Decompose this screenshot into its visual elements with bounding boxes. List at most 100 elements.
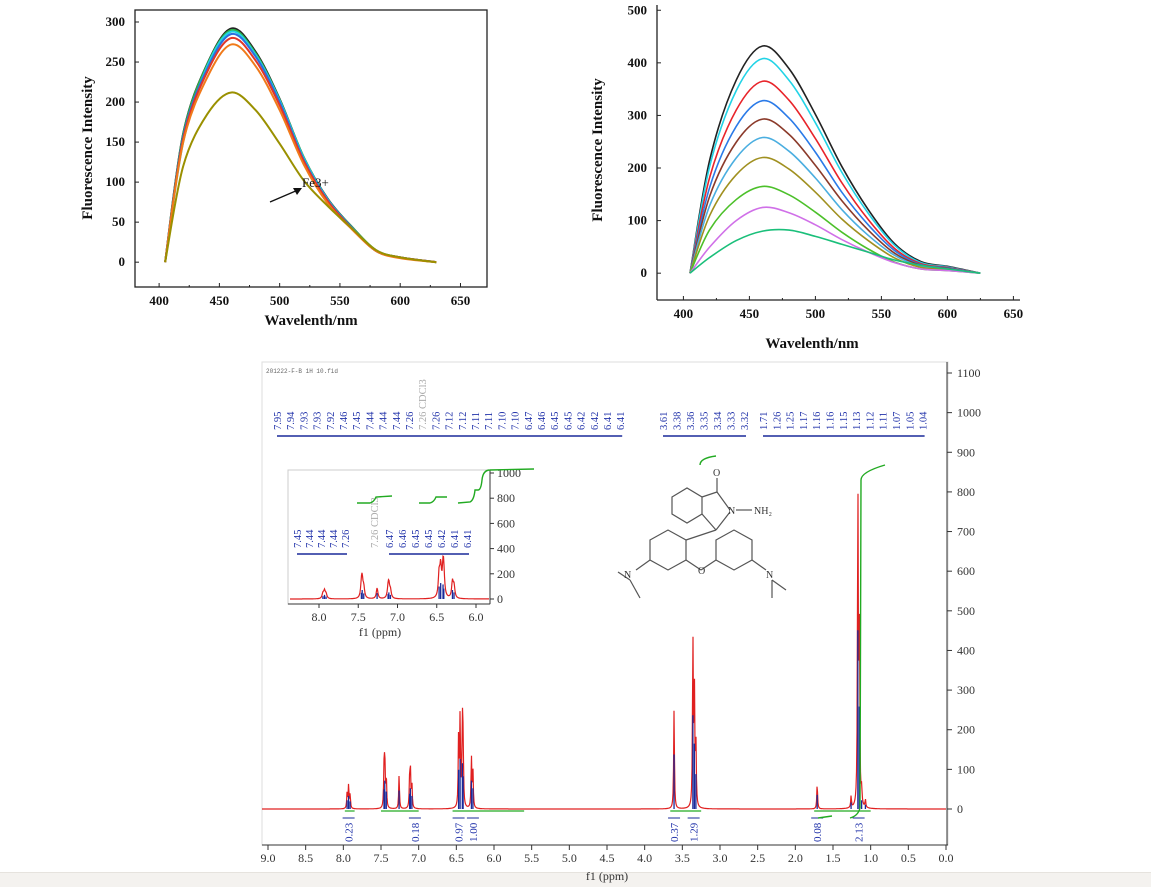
x-tick-label: 500: [806, 306, 826, 321]
peak-label: 1.04: [919, 411, 930, 430]
x-tick-label: 1.0: [863, 851, 878, 865]
y-tick-label: 800: [957, 485, 975, 499]
peak-label: 7.11: [471, 412, 482, 430]
series-line-s5: [689, 118, 981, 274]
x-tick-label: 450: [210, 293, 230, 308]
peak-label: 1.13: [852, 412, 863, 430]
molecule-amine-right: N: [766, 570, 773, 581]
x-tick-label: 650: [451, 293, 471, 308]
y-tick-label: 400: [957, 643, 975, 657]
peak-label: 1.11: [879, 412, 890, 430]
y-axis-label: Fluorescence Intensity: [80, 76, 96, 220]
peak-label: 7.44: [392, 411, 403, 430]
y-tick-label: 200: [628, 160, 648, 175]
peak-label: 6.47: [524, 412, 535, 430]
peak-label: 7.45: [352, 412, 363, 430]
peak-label: 1.71: [759, 412, 770, 430]
y-tick-label: 100: [957, 762, 975, 776]
peak-label: 1.07: [892, 412, 903, 430]
peak-label: 1.26: [772, 412, 783, 430]
integral-curve: [849, 464, 886, 819]
peak-label: 7.44: [317, 529, 328, 548]
peak-label: 6.45: [411, 530, 422, 548]
integral-value: 0.08: [812, 822, 824, 842]
y-tick-label: 600: [957, 564, 975, 578]
x-tick-label: 500: [270, 293, 290, 308]
x-tick-label: 7.0: [411, 851, 426, 865]
fluorescence-chart-fe: 400 450 500 550 600 650 0 50 100 150 200 250 300 Wav…: [80, 9, 488, 329]
series-line-s7: [689, 156, 981, 274]
integral-value: 0.23: [344, 822, 356, 842]
peak-label: 7.44: [329, 529, 340, 548]
x-tick-label: 2.0: [788, 851, 803, 865]
peak-label: 7.26: [341, 530, 352, 548]
x-tick-label: 6.5: [449, 851, 464, 865]
peak-label: 7.95: [273, 412, 284, 430]
y-tick-label: 500: [957, 604, 975, 618]
peak-label: 7.44: [379, 411, 390, 430]
peak-label: 6.41: [616, 412, 627, 430]
peak-label: 6.45: [424, 530, 435, 548]
x-tick-label: 8.5: [298, 851, 313, 865]
x-tick-label: 5.5: [524, 851, 539, 865]
x-tick-label: 4.5: [600, 851, 615, 865]
arrow-head: [293, 188, 302, 195]
peak-label: 7.26 CDCl3: [418, 379, 429, 430]
peak-label: 6.42: [437, 530, 448, 548]
x-tick-label: 600: [390, 293, 410, 308]
inset-x-tick-label: 8.0: [312, 610, 327, 624]
peak-label: 6.42: [590, 412, 601, 430]
series-line-s6: [689, 136, 981, 274]
peak-label: 1.16: [812, 412, 823, 430]
y-tick-label: 150: [106, 134, 126, 149]
y-axis-label: Fluorescence Intensity: [590, 78, 606, 222]
molecule-oxygen: O: [713, 468, 720, 479]
inset-x-tick-label: 7.0: [390, 610, 405, 624]
fe3-annotation: Fe3+: [302, 175, 329, 190]
x-tick-label: 3.0: [713, 851, 728, 865]
spectrum-trace: [290, 555, 489, 600]
integral-value: 1.29: [689, 822, 701, 842]
inset-y-tick-label: 600: [497, 516, 515, 530]
y-tick-label: 700: [957, 525, 975, 539]
x-tick-label: 0.0: [939, 851, 954, 865]
inset-x-tick-label: 7.5: [351, 610, 366, 624]
peak-label: 1.16: [826, 412, 837, 430]
page-footer-strip: [0, 872, 1151, 887]
molecule-amine-left: N: [624, 570, 631, 581]
peak-label: 3.35: [700, 412, 711, 430]
inset-solvent-label: 7.26 CDCl3: [370, 497, 381, 548]
peak-label: 7.26: [431, 412, 442, 430]
integral-value: 0.18: [410, 822, 422, 842]
peak-label: 1.15: [839, 412, 850, 430]
y-tick-label: 200: [957, 723, 975, 737]
peak-label: 6.41: [603, 412, 614, 430]
y-tick-label: 1100: [957, 366, 981, 380]
nmr-spectrum: 201222-F-B 1H 10.fid 9.0 8.5 8.0 7.5 7.0 6.5 6…: [261, 361, 981, 883]
integral-value: 0.97: [454, 822, 466, 842]
x-tick-label: 650: [1004, 306, 1024, 321]
annotation-arrow: [269, 189, 299, 203]
y-tick-label: 400: [628, 55, 648, 70]
peak-label: 7.26: [405, 412, 416, 430]
series-line-Fe3: [164, 91, 437, 264]
peak-label: 3.61: [659, 412, 670, 430]
x-tick-label: 400: [674, 306, 694, 321]
peak-label: 6.45: [563, 412, 574, 430]
x-tick-label: 5.0: [562, 851, 577, 865]
integral-value: 0.37: [669, 822, 681, 842]
y-tick-label: 0: [641, 265, 648, 280]
molecule-nh2: NH₂: [754, 506, 772, 517]
y-tick-label: 200: [106, 94, 126, 109]
series-line-s1: [164, 27, 437, 264]
nmr-file-title: 201222-F-B 1H 10.fid: [266, 368, 338, 375]
inset-y-tick-label: 400: [497, 542, 515, 556]
x-tick-label: 550: [872, 306, 892, 321]
peak-label: 7.93: [313, 412, 324, 430]
x-tick-label: 0.5: [901, 851, 916, 865]
x-tick-label: 6.0: [487, 851, 502, 865]
y-tick-label: 100: [628, 213, 648, 228]
peak-label: 6.46: [398, 530, 409, 548]
x-tick-label: 3.5: [675, 851, 690, 865]
molecule-ring-oxygen: O: [698, 566, 705, 577]
